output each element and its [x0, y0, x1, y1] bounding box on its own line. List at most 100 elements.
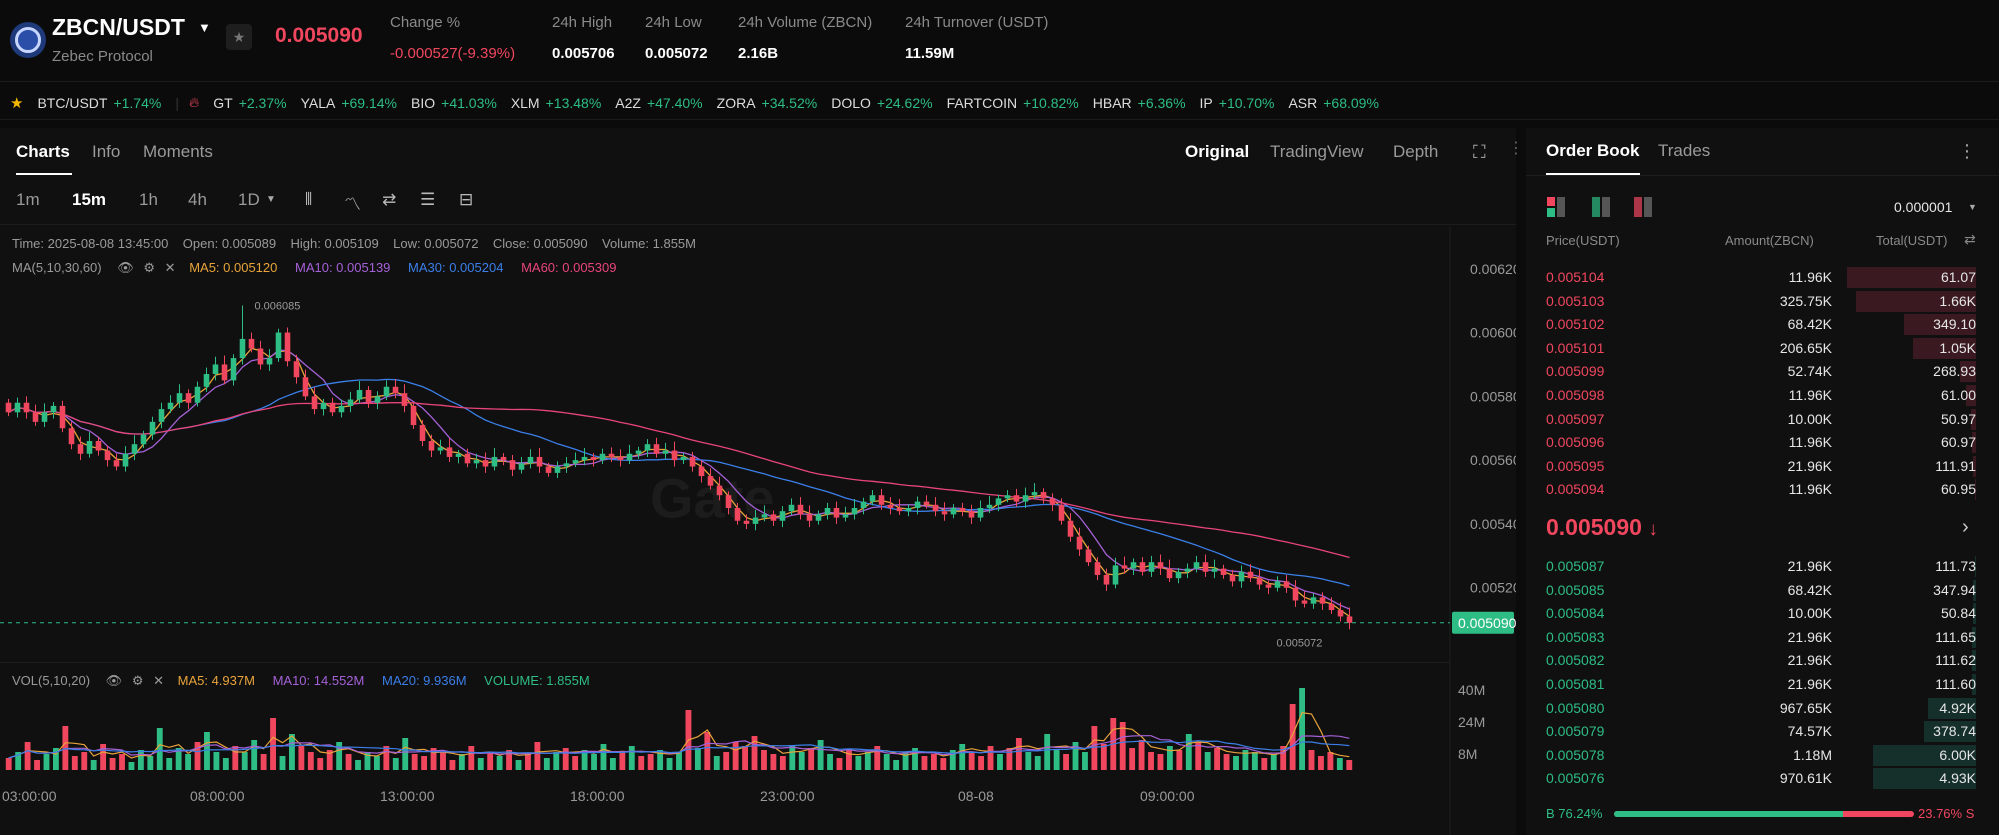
chevron-down-icon[interactable]: ▼: [198, 20, 211, 35]
ticker-item[interactable]: XLM +13.48%: [510, 94, 602, 111]
bid-row[interactable]: 0.005078 1.18M 6.00K: [1546, 744, 1976, 767]
bid-row[interactable]: 0.005081 21.96K 111.60: [1546, 673, 1976, 696]
visibility-icon[interactable]: 👁︎: [117, 260, 134, 275]
ticker-item[interactable]: IP +10.70%: [1199, 94, 1275, 111]
candle: [590, 453, 597, 467]
candle-body: [1103, 574, 1110, 585]
candle-body: [689, 456, 696, 467]
ticker-item[interactable]: HBAR +6.36%: [1092, 94, 1186, 111]
candle-body: [1193, 562, 1200, 569]
ticker-item[interactable]: YALA +69.14%: [300, 94, 398, 111]
timeframe-1h[interactable]: 1h: [139, 190, 158, 209]
view-original[interactable]: Original: [1185, 142, 1250, 161]
price-chart[interactable]: 0.006200 0.006000 0.005800 0.005600 0.005400…: [0, 226, 1516, 663]
vol-legend: VOL(5,10,20) 👁︎ ⚙︎ ✕ MA5: 4.937M MA10: 1…: [12, 673, 590, 688]
bid-row[interactable]: 0.005080 967.65K 4.92K: [1546, 697, 1976, 720]
tab-charts[interactable]: Charts: [16, 142, 70, 161]
ticker-item[interactable]: ZORA +34.52%: [716, 94, 818, 111]
view-both-icon[interactable]: [1547, 197, 1567, 217]
volume-bar: [751, 736, 758, 770]
settings-icon[interactable]: ⚙︎: [131, 673, 144, 688]
candle: [1238, 565, 1245, 588]
favorite-star-icon[interactable]: ★: [226, 24, 252, 50]
bid-row[interactable]: 0.005083 21.96K 111.65: [1546, 626, 1976, 649]
ask-row[interactable]: 0.005095 21.96K 111.91: [1546, 455, 1976, 478]
view-depth[interactable]: Depth: [1393, 142, 1439, 161]
tab-trades[interactable]: Trades: [1658, 141, 1711, 160]
ticker-item[interactable]: DOLO +24.62%: [831, 94, 933, 111]
ask-row[interactable]: 0.005104 11.96K 61.07: [1546, 266, 1976, 289]
volume-chart[interactable]: 40M 24M 8M 03:00:00 08:00:00 13:00:00 18:00:00…: [0, 663, 1516, 835]
bid-row[interactable]: 0.005085 68.42K 347.94: [1546, 579, 1976, 602]
ticker-item[interactable]: FARTCOIN +10.82%: [946, 94, 1079, 111]
bid-row[interactable]: 0.005084 10.00K 50.84: [1546, 602, 1976, 625]
row-price: 0.005080: [1546, 699, 1605, 716]
ticker-item[interactable]: ASR +68.09%: [1288, 94, 1379, 111]
view-bids-icon[interactable]: [1592, 197, 1612, 217]
volume-bar: [373, 756, 380, 770]
candle: [185, 389, 192, 410]
swap-icon[interactable]: ⇄: [1964, 231, 1976, 247]
bid-row[interactable]: 0.005076 970.61K 4.93K: [1546, 767, 1976, 790]
ticker-item[interactable]: BIO +41.03%: [411, 94, 497, 111]
close-icon[interactable]: ✕: [164, 260, 176, 275]
ask-row[interactable]: 0.005099 52.74K 268.93: [1546, 360, 1976, 383]
candle-body: [545, 466, 552, 473]
timeframe-1m[interactable]: 1m: [16, 190, 40, 209]
bid-row[interactable]: 0.005079 74.57K 378.74: [1546, 720, 1976, 743]
tab-moments[interactable]: Moments: [143, 142, 213, 161]
tab-info[interactable]: Info: [92, 142, 121, 161]
list-settings-icon[interactable]: ☰: [420, 190, 436, 209]
candle-body: [23, 402, 30, 413]
view-tradingview[interactable]: TradingView: [1270, 142, 1364, 161]
row-amount: 10.00K: [1787, 605, 1832, 622]
ticker-item[interactable]: A2Z +47.40%: [615, 94, 703, 111]
ask-row[interactable]: 0.005103 325.75K 1.66K: [1546, 290, 1976, 313]
pair-selector[interactable]: ZBCN/USDT: [52, 14, 185, 40]
candle: [1040, 488, 1047, 504]
chevron-down-icon[interactable]: ▼: [1968, 202, 1977, 212]
bid-row[interactable]: 0.005082 21.96K 111.62: [1546, 649, 1976, 672]
close-icon[interactable]: ✕: [153, 673, 164, 688]
ask-row[interactable]: 0.005102 68.42K 349.10: [1546, 313, 1976, 336]
ticker-item[interactable]: GT +2.37%: [213, 94, 287, 111]
candle-body: [1067, 520, 1074, 537]
ask-row[interactable]: 0.005096 11.96K 60.97: [1546, 431, 1976, 454]
precision-select[interactable]: 0.000001: [1894, 199, 1953, 215]
timeframe-1d[interactable]: 1D: [238, 190, 260, 209]
ask-row[interactable]: 0.005101 206.65K 1.05K: [1546, 337, 1976, 360]
indicators-icon[interactable]: 〽︎: [344, 195, 361, 214]
candle-body: [50, 405, 57, 413]
candle-body: [176, 393, 183, 403]
price-tick-label: 0.005400: [1470, 516, 1516, 532]
more-icon[interactable]: ⋮: [1958, 141, 1976, 161]
timeframe-4h[interactable]: 4h: [188, 190, 207, 209]
candle-body: [518, 463, 525, 470]
candle: [635, 446, 642, 459]
timeframe-dropdown-icon[interactable]: ▼: [266, 194, 276, 205]
tab-order-book[interactable]: Order Book: [1546, 141, 1640, 160]
settings-icon[interactable]: ⚙︎: [143, 260, 156, 275]
visibility-icon[interactable]: 👁︎: [105, 673, 123, 688]
candle-body: [1058, 504, 1065, 521]
candle-body: [86, 441, 93, 454]
ask-row[interactable]: 0.005097 10.00K 50.97: [1546, 408, 1976, 431]
candle: [1211, 559, 1218, 579]
ask-row[interactable]: 0.005094 11.96K 60.95: [1546, 478, 1976, 501]
view-asks-icon[interactable]: [1634, 197, 1654, 217]
chevron-right-icon[interactable]: ›: [1962, 516, 1969, 538]
candle: [662, 442, 669, 459]
candle-body: [149, 421, 156, 435]
drawing-tools-icon[interactable]: ⊟: [459, 190, 474, 209]
ma-line-2: [8, 378, 1350, 587]
compare-icon[interactable]: ⇄: [382, 190, 397, 209]
bid-row[interactable]: 0.005087 21.96K 111.73: [1546, 555, 1976, 578]
candle-body: [329, 402, 336, 413]
ask-row[interactable]: 0.005098 11.96K 61.00: [1546, 384, 1976, 407]
timeframe-15m[interactable]: 15m: [72, 190, 107, 209]
ticker-item[interactable]: BTC/USDT +1.74%: [37, 94, 162, 111]
fullscreen-icon[interactable]: ⛶: [1473, 142, 1486, 162]
candle-type-icon[interactable]: ⫴: [305, 190, 313, 209]
panel-menu-icon[interactable]: ⋮: [1508, 140, 1524, 157]
volume-bar: [345, 754, 352, 770]
